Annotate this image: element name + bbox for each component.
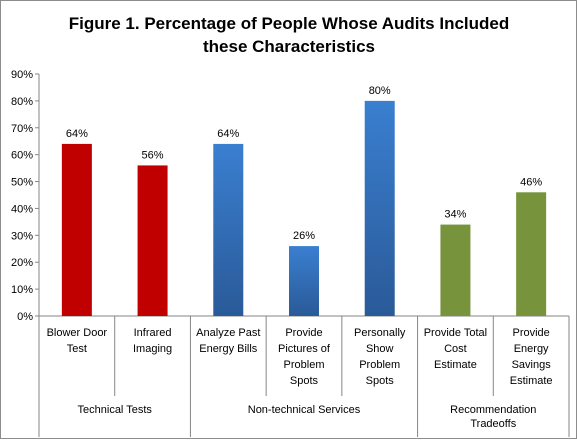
x-category-label: Imaging bbox=[133, 343, 172, 355]
y-tick-label: 0% bbox=[17, 311, 33, 323]
y-tick-label: 70% bbox=[11, 123, 33, 135]
x-category-label: Estimate bbox=[434, 359, 477, 371]
x-category-label: Problem bbox=[284, 359, 325, 371]
bar bbox=[213, 143, 244, 316]
x-category-label: Blower Door bbox=[47, 327, 108, 339]
x-category-label: Problem bbox=[359, 359, 400, 371]
x-group-label: Technical Tests bbox=[78, 404, 153, 416]
x-category-label: Infrared bbox=[134, 327, 172, 339]
y-tick-label: 80% bbox=[11, 96, 33, 108]
chart-title-line: these Characteristics bbox=[203, 37, 375, 56]
x-category-label: Spots bbox=[366, 375, 395, 387]
data-label: 34% bbox=[444, 209, 466, 221]
y-tick-label: 30% bbox=[11, 230, 33, 242]
x-category-label: Energy bbox=[514, 343, 549, 355]
y-tick-label: 60% bbox=[11, 150, 33, 162]
data-label: 46% bbox=[520, 176, 542, 188]
data-label: 26% bbox=[293, 230, 315, 242]
x-group-label: Tradeoffs bbox=[470, 418, 516, 430]
x-category-label: Analyze Past bbox=[196, 327, 260, 339]
y-tick-label: 90% bbox=[11, 69, 33, 81]
x-category-label: Show bbox=[366, 343, 394, 355]
x-category-label: Pictures of bbox=[278, 343, 331, 355]
x-category-label: Provide bbox=[285, 327, 322, 339]
x-group-label: Non-technical Services bbox=[248, 404, 361, 416]
y-tick-label: 10% bbox=[11, 284, 33, 296]
y-tick-label: 20% bbox=[11, 257, 33, 269]
x-category-label: Test bbox=[67, 343, 87, 355]
data-label: 80% bbox=[369, 85, 391, 97]
bar bbox=[364, 100, 395, 316]
bar bbox=[137, 165, 168, 316]
bar bbox=[516, 192, 547, 316]
x-group-label: Recommendation bbox=[450, 404, 536, 416]
y-tick-label: 50% bbox=[11, 177, 33, 189]
x-category-label: Provide bbox=[512, 327, 549, 339]
bar bbox=[440, 224, 471, 316]
bar bbox=[61, 143, 92, 316]
x-category-label: Savings bbox=[512, 359, 552, 371]
chart-title-line: Figure 1. Percentage of People Whose Aud… bbox=[69, 14, 510, 33]
x-category-label: Personally bbox=[354, 327, 406, 339]
bar bbox=[289, 246, 319, 316]
x-category-label: Spots bbox=[290, 375, 319, 387]
x-category-label: Provide Total bbox=[424, 327, 487, 339]
data-label: 56% bbox=[142, 149, 164, 161]
x-category-label: Energy Bills bbox=[199, 343, 258, 355]
x-category-label: Cost bbox=[444, 343, 467, 355]
x-category-label: Estimate bbox=[510, 375, 553, 387]
y-tick-label: 40% bbox=[11, 203, 33, 215]
data-label: 64% bbox=[217, 128, 239, 140]
data-label: 64% bbox=[66, 128, 88, 140]
